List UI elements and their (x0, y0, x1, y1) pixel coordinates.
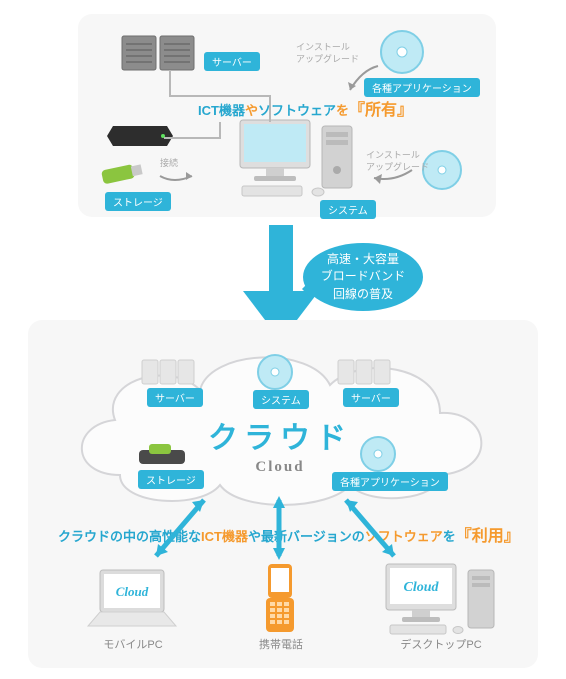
install-arrow-1 (342, 60, 386, 100)
desktop-right-icon: Cloud (380, 560, 502, 636)
label-desktop: デスクトップPC (396, 636, 486, 652)
usb-icon (96, 158, 152, 188)
tag-storage-top: ストレージ (105, 192, 171, 211)
bidir-arrow-right (330, 490, 410, 570)
tag-system-cloud: システム (253, 390, 309, 409)
connect-arrow (156, 166, 200, 186)
bseg6: 『利用』 (456, 528, 520, 545)
seg-own: 『所有』 (349, 102, 413, 119)
install-arrow-2 (368, 164, 418, 194)
cloud-title-en: Cloud (60, 459, 500, 476)
label-mobile-pc: モバイルPC (98, 636, 168, 652)
bidir-arrow-center (264, 490, 294, 570)
cloud-server-l-icon (140, 358, 198, 386)
tag-server-cloud-l: サーバー (147, 388, 203, 407)
bidir-arrow-left (140, 490, 220, 570)
cloud-title: クラウド Cloud (60, 413, 500, 476)
seg-wo: を (336, 103, 349, 118)
label-phone: 携帯電話 (251, 636, 311, 652)
bubble-l1: 高速・大容量 (327, 252, 399, 266)
laptop-icon: Cloud (82, 566, 182, 632)
cloud-server-r-icon (336, 358, 394, 386)
bubble-l3: 回線の普及 (333, 287, 393, 301)
laptop-screen-text: Cloud (116, 584, 149, 599)
desktop-screen-text: Cloud (403, 580, 439, 595)
bseg5: を (443, 529, 456, 544)
tag-server-cloud-r: サーバー (343, 388, 399, 407)
cloud-title-jp: クラウド (60, 413, 500, 457)
tag-system-top: システム (320, 200, 376, 219)
seg-ict: ICT機器 (198, 103, 245, 118)
bubble-broadband: 高速・大容量 ブロードバンド 回線の普及 (303, 243, 423, 311)
headline-top: ICT機器やソフトウェアを『所有』 (198, 96, 413, 120)
seg-software: ソフトウェア (258, 103, 336, 118)
phone-icon (258, 562, 302, 636)
cloud-system-icon (255, 352, 295, 392)
seg-ya: や (245, 103, 258, 118)
bubble-l2: ブロードバンド (321, 269, 406, 283)
